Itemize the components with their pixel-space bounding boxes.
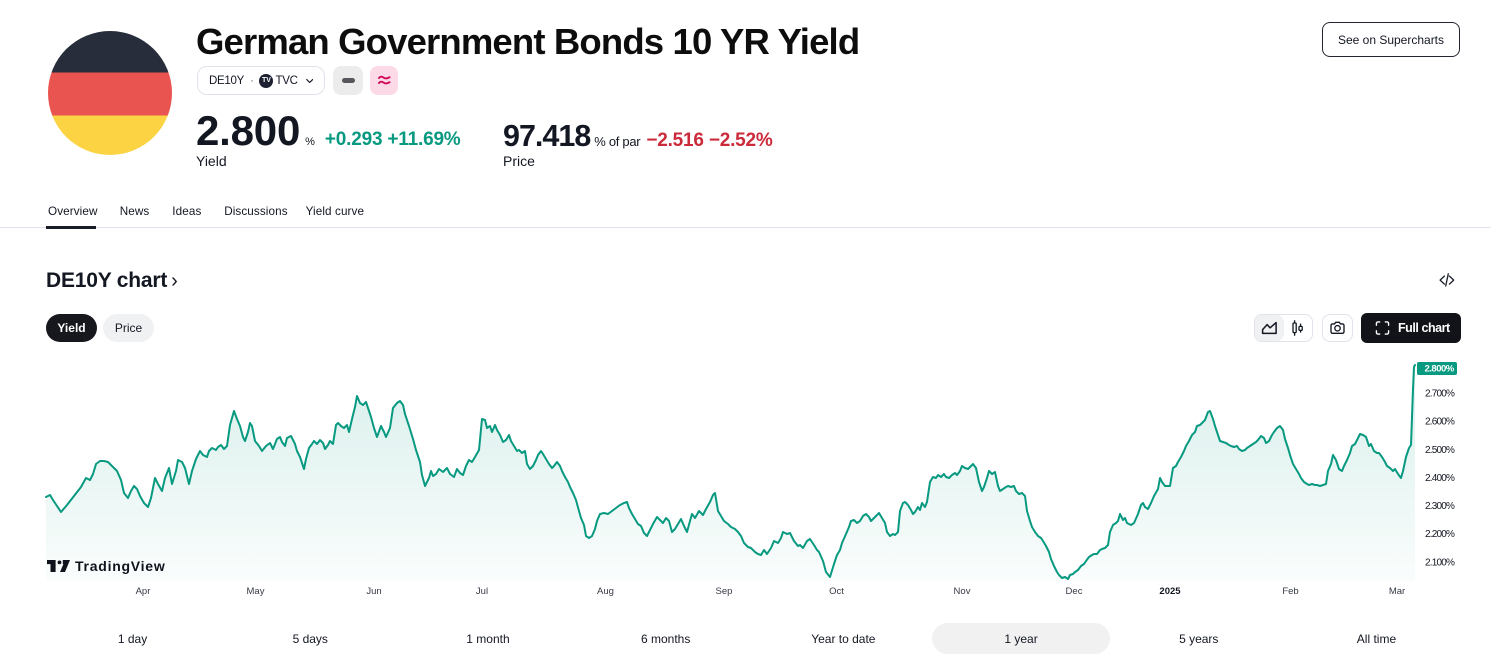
svg-text:Oct: Oct xyxy=(829,586,844,597)
svg-text:Mar: Mar xyxy=(1389,586,1405,597)
svg-text:Sep: Sep xyxy=(716,586,733,597)
svg-text:Nov: Nov xyxy=(954,586,971,597)
svg-text:2.200%: 2.200% xyxy=(1425,529,1455,540)
svg-text:Apr: Apr xyxy=(136,586,151,597)
svg-text:2.800%: 2.800% xyxy=(1425,364,1455,375)
svg-text:2.400%: 2.400% xyxy=(1425,473,1455,484)
svg-text:2.500%: 2.500% xyxy=(1425,445,1455,456)
svg-text:2.600%: 2.600% xyxy=(1425,417,1455,428)
svg-text:2.100%: 2.100% xyxy=(1425,557,1455,568)
svg-text:Jul: Jul xyxy=(476,586,488,597)
svg-text:May: May xyxy=(247,586,265,597)
svg-text:2.700%: 2.700% xyxy=(1425,389,1455,400)
svg-text:Aug: Aug xyxy=(597,586,614,597)
svg-text:Feb: Feb xyxy=(1282,586,1298,597)
svg-text:Jun: Jun xyxy=(366,586,381,597)
svg-text:Dec: Dec xyxy=(1066,586,1083,597)
svg-text:2.300%: 2.300% xyxy=(1425,501,1455,512)
svg-text:2025: 2025 xyxy=(1159,586,1181,597)
